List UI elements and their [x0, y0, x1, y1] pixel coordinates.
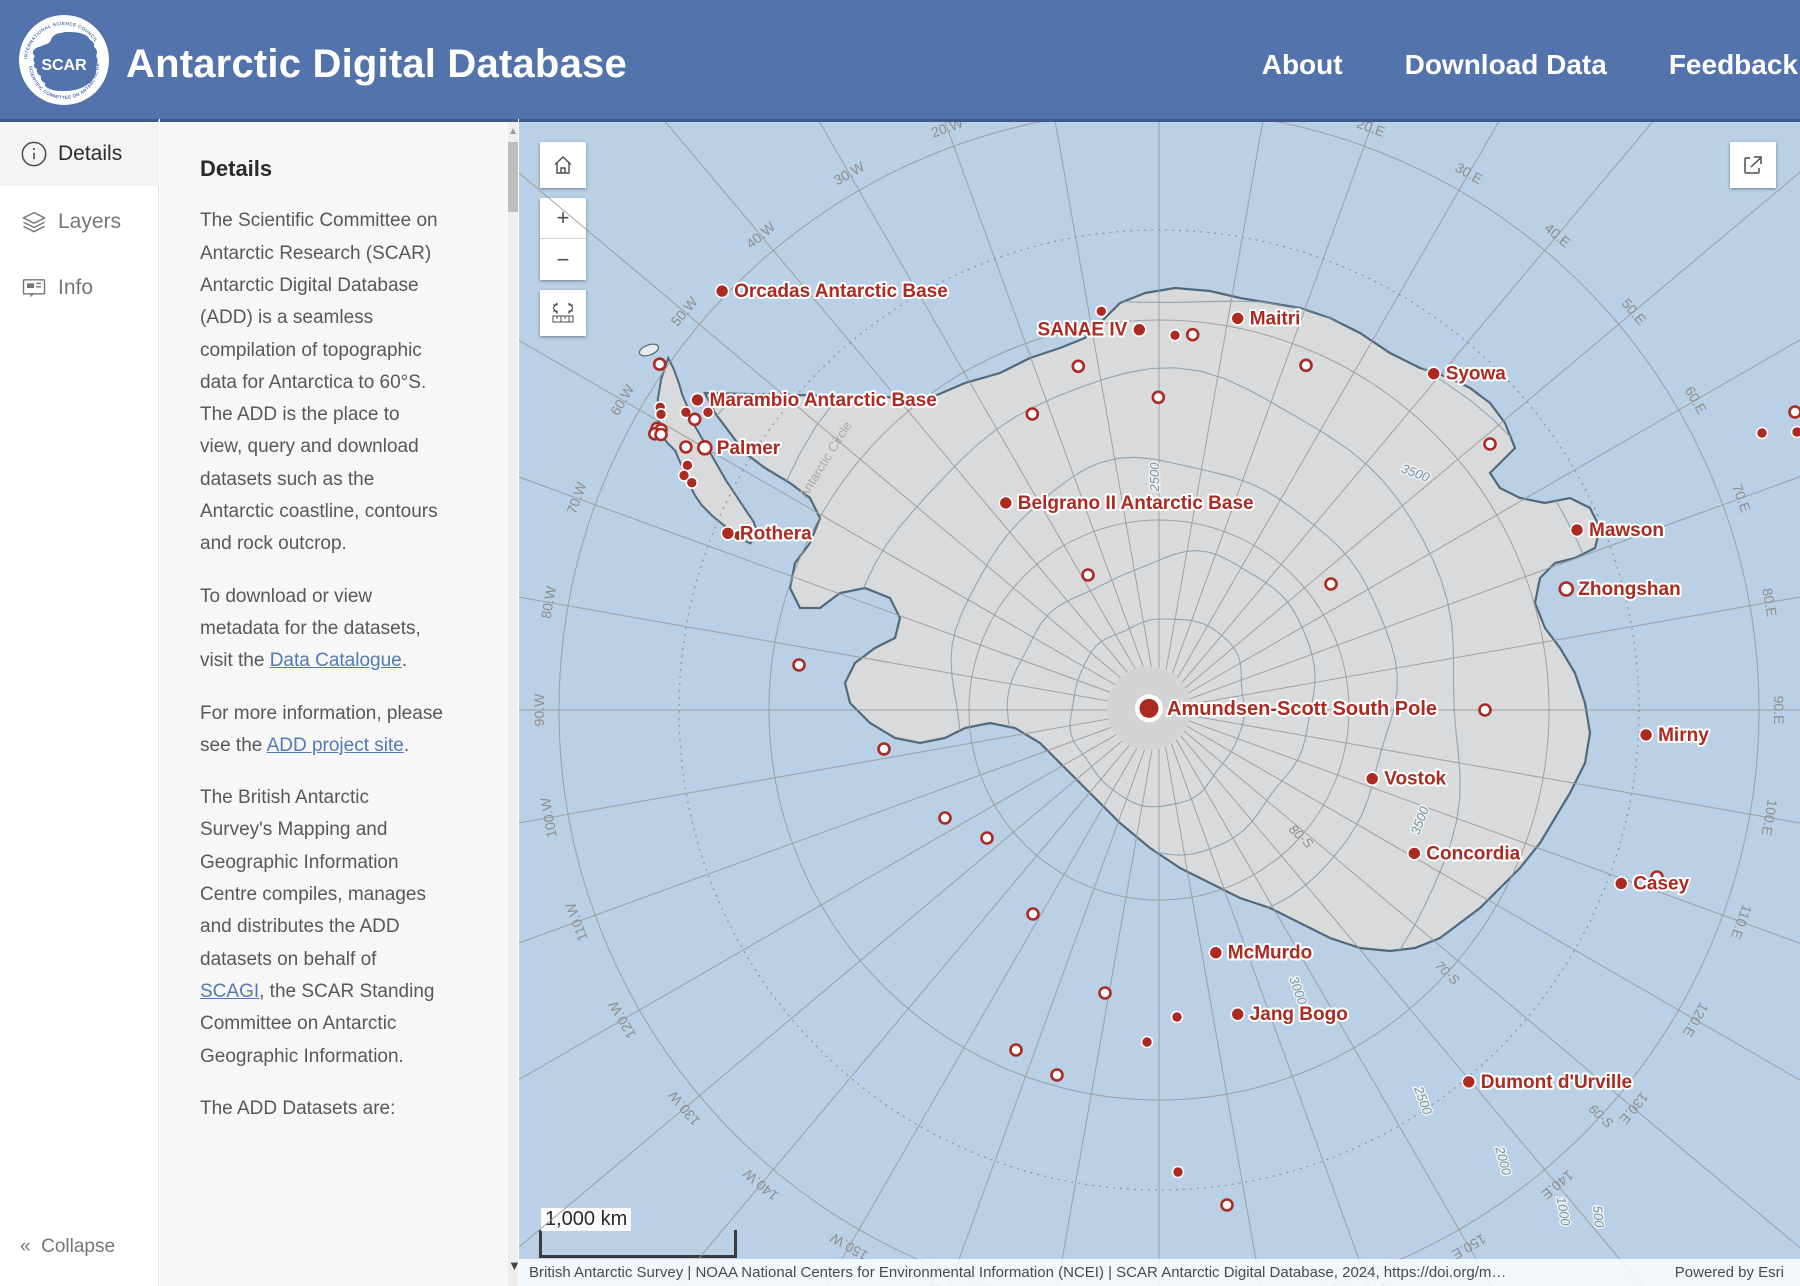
svg-text:Mawson: Mawson: [1589, 520, 1664, 541]
svg-text:120.E: 120.E: [1680, 1000, 1712, 1040]
svg-text:500: 500: [1590, 1205, 1607, 1229]
svg-text:Amundsen-Scott South Pole: Amundsen-Scott South Pole: [1167, 698, 1437, 720]
svg-text:140.E: 140.E: [1538, 1167, 1576, 1203]
svg-text:50.E: 50.E: [1619, 295, 1650, 327]
svg-text:60.W: 60.W: [607, 381, 638, 418]
svg-text:70·S: 70·S: [1432, 958, 1463, 988]
svg-text:Palmer: Palmer: [717, 438, 781, 459]
svg-text:60.E: 60.E: [1682, 384, 1710, 417]
svg-text:3500: 3500: [1399, 461, 1432, 485]
svg-text:2000: 2000: [1492, 1144, 1514, 1178]
svg-text:70.W: 70.W: [563, 479, 589, 516]
svg-text:80·S: 80·S: [1286, 821, 1317, 851]
svg-text:110.E: 110.E: [1728, 903, 1755, 942]
svg-text:80.E: 80.E: [1759, 587, 1780, 618]
svg-text:Antarctic Circle: Antarctic Circle: [796, 419, 855, 501]
svg-text:130.E: 130.E: [1616, 1089, 1652, 1127]
svg-text:20.W: 20.W: [929, 122, 966, 141]
svg-text:Belgrano II Antarctic Base: Belgrano II Antarctic Base: [1018, 493, 1254, 514]
svg-text:Syowa: Syowa: [1446, 364, 1507, 385]
svg-text:110.W: 110.W: [562, 900, 591, 943]
svg-text:Rothera: Rothera: [740, 523, 812, 544]
svg-text:Jang Bogo: Jang Bogo: [1250, 1004, 1348, 1025]
svg-text:50.W: 50.W: [667, 293, 701, 329]
svg-text:40.E: 40.E: [1541, 220, 1573, 251]
svg-text:60·S: 60·S: [1586, 1101, 1617, 1131]
svg-text:Orcadas Antarctic Base: Orcadas Antarctic Base: [734, 281, 948, 302]
svg-text:100.E: 100.E: [1759, 798, 1781, 837]
svg-text:3500: 3500: [1408, 804, 1432, 837]
svg-text:80.W: 80.W: [538, 584, 560, 620]
svg-text:1000: 1000: [1554, 1196, 1574, 1228]
svg-text:Concordia: Concordia: [1426, 843, 1520, 864]
svg-text:120.W: 120.W: [605, 998, 639, 1042]
svg-text:Mirny: Mirny: [1658, 725, 1709, 746]
svg-text:30.E: 30.E: [1453, 159, 1486, 187]
svg-text:140.W: 140.W: [739, 1165, 781, 1204]
svg-text:40.W: 40.W: [743, 218, 779, 252]
svg-text:100.W: 100.W: [537, 796, 560, 839]
svg-text:20.E: 20.E: [1355, 122, 1388, 140]
svg-text:Dumont d'Urville: Dumont d'Urville: [1481, 1072, 1632, 1093]
svg-text:Marambio Antarctic Base: Marambio Antarctic Base: [710, 390, 937, 411]
svg-text:SANAE IV: SANAE IV: [1038, 320, 1128, 341]
svg-text:Vostok: Vostok: [1384, 769, 1446, 790]
svg-text:30.W: 30.W: [831, 158, 868, 189]
svg-text:McMurdo: McMurdo: [1228, 943, 1312, 964]
svg-text:2500: 2500: [1411, 1083, 1436, 1117]
svg-text:70.E: 70.E: [1729, 482, 1754, 515]
svg-text:Maitri: Maitri: [1250, 308, 1301, 329]
svg-text:90.W: 90.W: [531, 693, 547, 726]
svg-text:2500: 2500: [1147, 462, 1162, 493]
svg-text:130.W: 130.W: [664, 1087, 703, 1129]
svg-text:SCAR: SCAR: [41, 57, 87, 74]
svg-text:90.E: 90.E: [1771, 696, 1787, 725]
svg-text:Zhongshan: Zhongshan: [1578, 579, 1680, 600]
svg-text:3000: 3000: [1286, 974, 1310, 1007]
svg-text:Casey: Casey: [1633, 874, 1689, 895]
